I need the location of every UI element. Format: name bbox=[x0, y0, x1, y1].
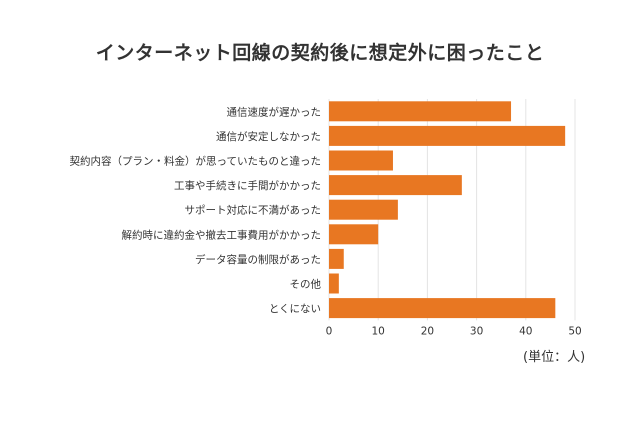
bar bbox=[329, 125, 566, 146]
category-label: その他 bbox=[290, 278, 322, 291]
x-tick-label: 40 bbox=[519, 325, 532, 337]
chart-title: インターネット回線の契約後に想定外に困ったこと bbox=[95, 42, 545, 64]
category-labels: 通信速度が遅かった通信が安定しなかった契約内容（プラン・料金）が思っていたものと… bbox=[70, 105, 322, 315]
x-tick-label: 20 bbox=[421, 325, 434, 337]
bar bbox=[329, 150, 393, 171]
bar bbox=[329, 101, 512, 122]
bar bbox=[329, 273, 339, 294]
category-label: データ容量の制限があった bbox=[195, 253, 321, 266]
category-label: 解約時に違約金や撤去工事費用がかかった bbox=[122, 228, 322, 241]
category-label: サポート対応に不満があった bbox=[185, 204, 322, 217]
category-label: とくにない bbox=[269, 303, 321, 315]
x-tick-label: 30 bbox=[470, 325, 483, 337]
category-label: 通信速度が遅かった bbox=[227, 105, 322, 118]
bar bbox=[329, 248, 344, 269]
x-tick-label: 10 bbox=[372, 325, 385, 337]
bar bbox=[329, 175, 462, 196]
bar bbox=[329, 199, 398, 220]
unit-note: (単位：人) bbox=[523, 350, 586, 365]
x-axis-ticks: 0 10 20 30 40 50 bbox=[326, 325, 582, 337]
category-label: 工事や手続きに手間がかかった bbox=[174, 179, 321, 192]
bar bbox=[329, 298, 556, 319]
x-tick-label: 50 bbox=[568, 325, 581, 337]
bars bbox=[329, 101, 566, 319]
category-label: 通信が安定しなかった bbox=[216, 130, 321, 143]
bar bbox=[329, 224, 379, 245]
x-tick-label: 0 bbox=[326, 325, 333, 337]
category-label: 契約内容（プラン・料金）が思っていたものと違った bbox=[70, 155, 321, 168]
